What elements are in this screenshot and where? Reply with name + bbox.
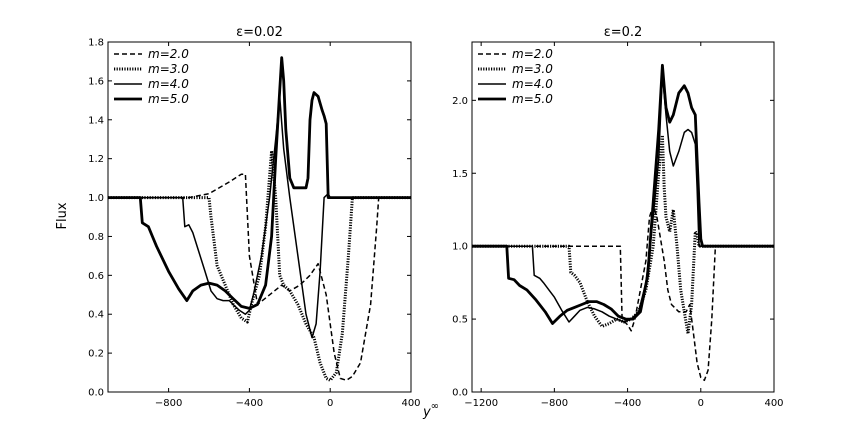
- series-line-2: [108, 149, 411, 382]
- y-tick-label: 1.2: [88, 154, 104, 165]
- y-tick-label: 1.5: [452, 169, 468, 180]
- panel-left: −800 −400 0 400 0.0 0.2 0.4 0.6 0.8 1.0 1.2 1.4 1.6 1…: [88, 25, 420, 409]
- x-tick-label: −400: [614, 398, 641, 409]
- x-tick-label: −800: [541, 398, 568, 409]
- series-line-3: [108, 95, 411, 339]
- y-tick-label: 1.4: [88, 115, 104, 126]
- legend-label: m=5.0: [148, 92, 189, 106]
- legend-label: m=2.0: [512, 47, 553, 61]
- legend-label: m=4.0: [512, 77, 553, 91]
- legend-label: m=5.0: [512, 92, 553, 106]
- series-line-4: [472, 63, 774, 325]
- series-lines: [108, 56, 411, 382]
- y-tick-label: 0.4: [88, 310, 104, 321]
- legend-label: m=4.0: [148, 77, 189, 91]
- y-tick-label: 2.0: [452, 96, 468, 107]
- y-tick-label: 1.8: [88, 38, 104, 49]
- x-tick-label: −800: [155, 398, 182, 409]
- y-tick-label: 1.0: [452, 242, 468, 253]
- y-axis-label: Flux: [55, 202, 70, 229]
- y-tick-label: 0.8: [88, 232, 104, 243]
- y-tick-label: 0.6: [88, 271, 104, 282]
- legend-label: m=3.0: [512, 62, 553, 76]
- plot-frame: [471, 41, 775, 393]
- series-line-1: [108, 173, 411, 382]
- x-tick-label: 400: [764, 398, 783, 409]
- legend: m=2.0m=3.0m=4.0m=5.0: [478, 47, 553, 106]
- y-tick-label: 1.0: [88, 193, 104, 204]
- x-axis-label: y∞: [422, 401, 439, 420]
- y-tick-label: 0.0: [452, 388, 468, 399]
- legend: m=2.0m=3.0m=4.0m=5.0: [114, 47, 189, 106]
- y-tick-label: 1.6: [88, 76, 104, 87]
- x-tick-label: 0: [327, 398, 333, 409]
- x-tick-label: 400: [401, 398, 420, 409]
- series-line-4: [108, 56, 411, 310]
- panel-title: ε=0.2: [604, 25, 643, 40]
- panel-right: −1200 −800 −400 0 400 0.0 0.5 1.0 1.5 2.0 ε=0.2 m=2…: [452, 25, 783, 409]
- x-tick-label: 0: [698, 398, 704, 409]
- x-axis-label-text: y∞: [422, 401, 439, 420]
- series-line-1: [472, 204, 774, 382]
- legend-label: m=2.0: [148, 47, 189, 61]
- x-tick-label: −400: [236, 398, 263, 409]
- y-tick-label: 0.5: [452, 315, 468, 326]
- legend-label: m=3.0: [148, 62, 189, 76]
- series-line-2: [472, 133, 774, 336]
- series-lines: [472, 63, 774, 382]
- panel-title: ε=0.02: [236, 25, 283, 40]
- y-tick-label: 0.2: [88, 349, 104, 360]
- plot-frame: [107, 41, 412, 393]
- x-tick-label: −1200: [464, 398, 498, 409]
- y-tick-label: 0.0: [88, 388, 104, 399]
